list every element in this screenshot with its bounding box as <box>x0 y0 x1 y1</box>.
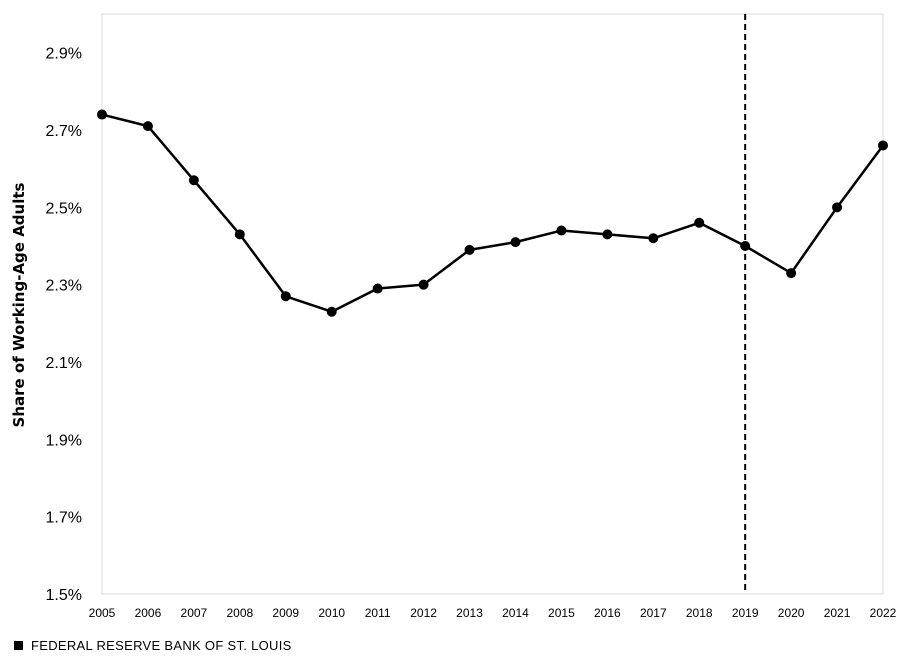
data-point <box>372 283 383 294</box>
x-tick-label: 2021 <box>824 606 851 620</box>
data-point <box>464 244 475 255</box>
x-tick-label: 2006 <box>135 606 162 620</box>
data-point <box>97 109 107 120</box>
data-point <box>280 291 291 302</box>
y-tick-label: 1.9% <box>46 432 82 449</box>
y-tick-label: 1.5% <box>46 587 82 604</box>
data-point <box>786 268 797 279</box>
data-point <box>832 202 843 213</box>
data-point <box>510 237 521 248</box>
data-point <box>326 306 337 317</box>
x-tick-label: 2019 <box>732 606 759 620</box>
x-tick-label: 2008 <box>226 606 253 620</box>
data-point <box>418 279 429 290</box>
data-point <box>188 175 199 186</box>
x-tick-label: 2010 <box>318 606 345 620</box>
y-tick-label: 2.9% <box>46 46 82 63</box>
x-tick-label: 2011 <box>365 606 391 620</box>
x-tick-label: 2014 <box>502 606 529 620</box>
y-tick-label: 2.7% <box>46 123 82 140</box>
x-tick-label: 2009 <box>272 606 299 620</box>
y-tick-label: 2.1% <box>46 355 82 372</box>
x-tick-label: 2005 <box>89 606 116 620</box>
x-tick-label: 2020 <box>778 606 805 620</box>
x-axis-ticks: 2005 2006 2007 2008 2009 2010 2011 2012 2013 2014… <box>89 606 897 620</box>
x-tick-label: 2007 <box>181 606 208 620</box>
data-point <box>648 233 659 244</box>
data-point <box>740 241 751 251</box>
data-point <box>234 229 245 240</box>
plot-area <box>101 13 884 595</box>
square-icon <box>14 641 23 650</box>
y-axis-ticks: 1.5% 1.7% 1.9% 2.1% 2.3% 2.5% 2.7% 2.9% <box>46 46 82 604</box>
y-tick-label: 1.7% <box>46 510 82 527</box>
x-tick-label: 2015 <box>548 606 575 620</box>
data-point <box>694 217 705 228</box>
source-text: FEDERAL RESERVE BANK OF ST. LOUIS <box>31 638 292 653</box>
y-tick-label: 2.5% <box>46 200 82 217</box>
x-tick-label: 2012 <box>410 606 437 620</box>
data-points <box>97 109 888 317</box>
data-point <box>556 225 567 236</box>
x-tick-label: 2017 <box>640 606 667 620</box>
line-chart: 1.5%1.7%1.9%2.1%2.3%2.5%2.7%2.9% 2005 200… <box>10 13 897 620</box>
x-tick-label: 2016 <box>594 606 621 620</box>
y-tick-label: 2.3% <box>46 278 82 295</box>
data-point <box>142 121 153 132</box>
series-line <box>101 113 885 313</box>
data-point <box>602 229 613 240</box>
x-tick-label: 2018 <box>686 606 713 620</box>
x-tick-label: 2013 <box>456 606 483 620</box>
data-point <box>878 140 888 151</box>
source-footer: FEDERAL RESERVE BANK OF ST. LOUIS <box>14 638 292 653</box>
y-axis-label: Share of Working-Age Adults <box>10 182 28 427</box>
x-tick-label: 2022 <box>870 606 897 620</box>
